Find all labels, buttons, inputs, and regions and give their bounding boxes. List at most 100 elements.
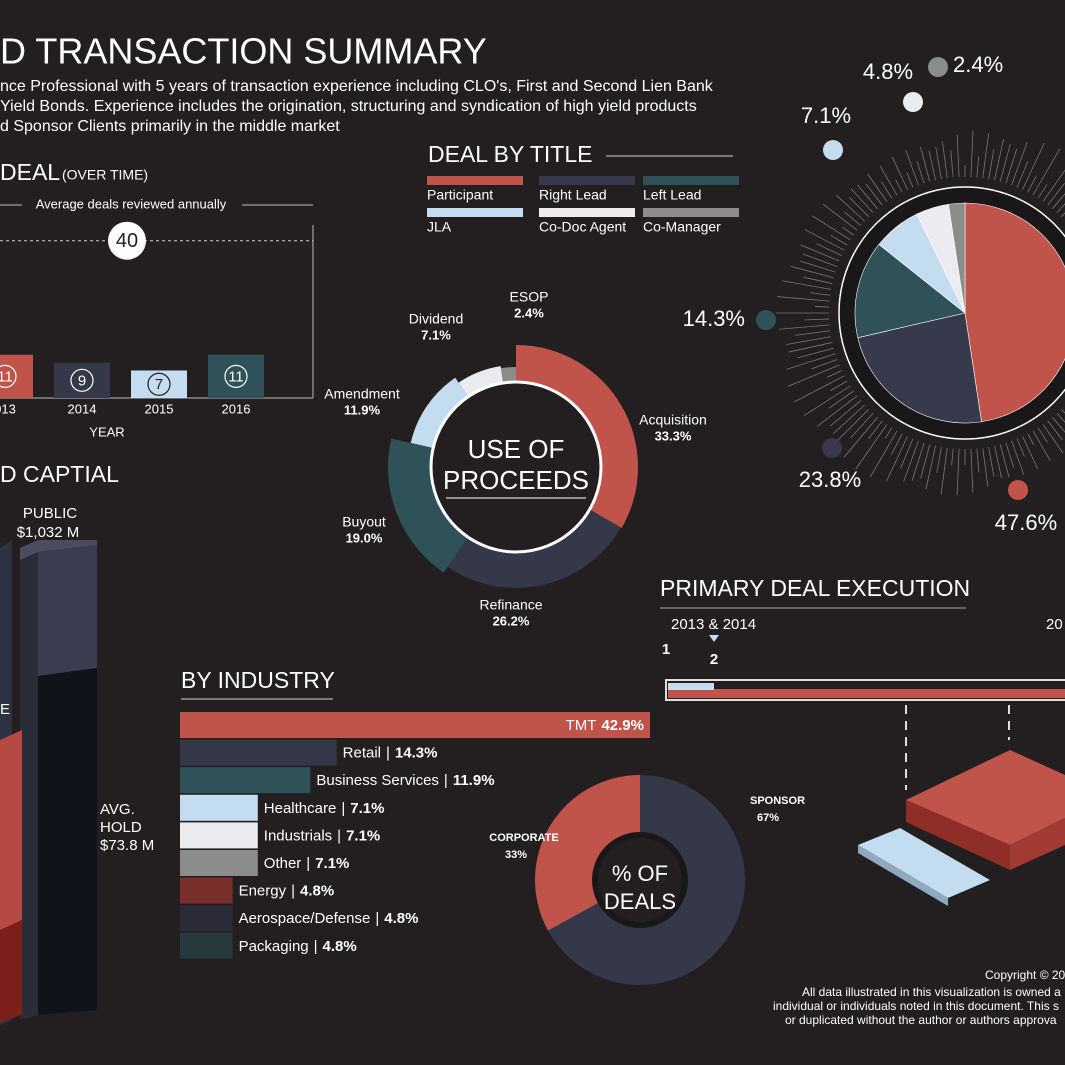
category-label: Retail (343, 745, 381, 762)
decor-ray (976, 156, 980, 178)
donut-slice (500, 367, 516, 383)
decor-ray (1042, 424, 1064, 454)
decor-ray (869, 430, 898, 478)
timeline-fill (668, 689, 1065, 698)
decor-ray (855, 424, 888, 470)
legend-swatch (427, 176, 523, 185)
column-red (0, 730, 22, 930)
decor-ray (826, 370, 842, 378)
decor-ray (1042, 169, 1065, 202)
separator: | (337, 827, 341, 844)
decor-ray (970, 448, 974, 493)
value-badge (224, 364, 248, 388)
bar-label: Industrials | 7.1% (264, 827, 380, 844)
decor-ray (1032, 148, 1061, 196)
bar (54, 362, 110, 398)
value-badge (147, 372, 171, 396)
legend-label: Co-Manager (643, 219, 721, 235)
decor-ray (988, 149, 995, 180)
section-title: D CAPTIAL (0, 461, 119, 487)
x-tick-label: 2016 (222, 401, 251, 416)
label-dot (903, 92, 923, 112)
category-label: Amendment (324, 386, 400, 402)
chart-title: BY INDUSTRY (181, 667, 335, 693)
category-label: Industrials (264, 827, 332, 844)
pie-slice (964, 202, 1065, 423)
value-label: 11 (0, 368, 13, 385)
category-label: Other (264, 855, 302, 872)
reference-value: 40 (116, 230, 138, 252)
public-value: $1,032 M (17, 524, 80, 541)
decor-ray (935, 146, 942, 180)
timeline-fill (668, 683, 714, 690)
section-title: PRIMARY DEAL EXECUTION (660, 575, 970, 601)
value-label: 7.1% (421, 327, 451, 342)
tile (858, 828, 990, 898)
decor-ray (936, 446, 942, 473)
bar (180, 877, 233, 904)
center-label: DEALS (604, 889, 676, 914)
chart: SPONSOR 67% CORPORATE 33% % OF DEALS (489, 775, 805, 986)
bar-label: Packaging | 4.8% (239, 938, 357, 955)
public-label: PUBLIC (23, 505, 77, 522)
value-label: 7.1% (801, 103, 851, 128)
bar (180, 822, 258, 849)
decor-ray (1022, 436, 1039, 470)
legend-label: Right Lead (539, 187, 607, 203)
value-badge (70, 368, 94, 392)
chart: DEAL BY TITLE 47.6% Participant 23.8% Right … (427, 52, 1065, 535)
bar (180, 712, 650, 738)
decor-ray (803, 385, 851, 417)
decor-ray (891, 156, 908, 190)
intro-line: nce Professional with 5 years of transac… (0, 78, 714, 95)
reference-badge (108, 221, 146, 260)
tile-side (906, 800, 1010, 870)
category-label: Packaging (239, 938, 309, 955)
value-label: 42.9% (601, 717, 644, 734)
label-dot (928, 57, 948, 77)
decor-ray (834, 408, 870, 444)
value-label: 4.8% (300, 883, 334, 900)
decor-ray (1016, 438, 1025, 457)
decor-ray (920, 444, 931, 479)
donut-slice (458, 366, 504, 397)
value-label: 11 (228, 368, 244, 385)
decor-ray (842, 226, 854, 236)
decor-ray (999, 143, 1011, 182)
decor-ray (942, 141, 948, 179)
decor-ray (823, 203, 858, 231)
x-tick-label: 2014 (68, 401, 97, 416)
decor-ray (804, 229, 845, 251)
decor-ray (940, 447, 948, 495)
decor-ray (976, 448, 980, 473)
decor-ray (905, 150, 919, 186)
category-label: Business Services (316, 772, 439, 789)
decor-ray (1037, 427, 1048, 443)
value-label: 9 (78, 372, 86, 389)
value-label: 7 (155, 376, 163, 393)
label-dot (823, 140, 843, 160)
decor-ray (800, 244, 840, 262)
decor-ray (911, 442, 925, 481)
legend-swatch (539, 176, 635, 185)
column-red-dark (0, 920, 22, 1022)
decor-ray (988, 446, 995, 477)
value-label: 7.1% (350, 800, 384, 817)
decor-ray (816, 243, 842, 256)
value-label: 26.2% (493, 613, 530, 628)
decor-ray (951, 448, 954, 466)
decor-ray (1052, 416, 1065, 433)
donut-slice (410, 377, 469, 449)
decor-ray (1005, 148, 1018, 184)
column-front (38, 668, 97, 1015)
bar-label: Other | 7.1% (264, 855, 350, 872)
pointer (709, 635, 719, 642)
period-label: 20 (1046, 616, 1063, 633)
value-label: 4.8% (323, 938, 357, 955)
separator: | (386, 745, 390, 762)
decor-ray (1037, 184, 1048, 199)
decor-ray (1005, 442, 1015, 468)
value-label: 47.6% (995, 510, 1057, 535)
decor-ray (994, 445, 1002, 479)
